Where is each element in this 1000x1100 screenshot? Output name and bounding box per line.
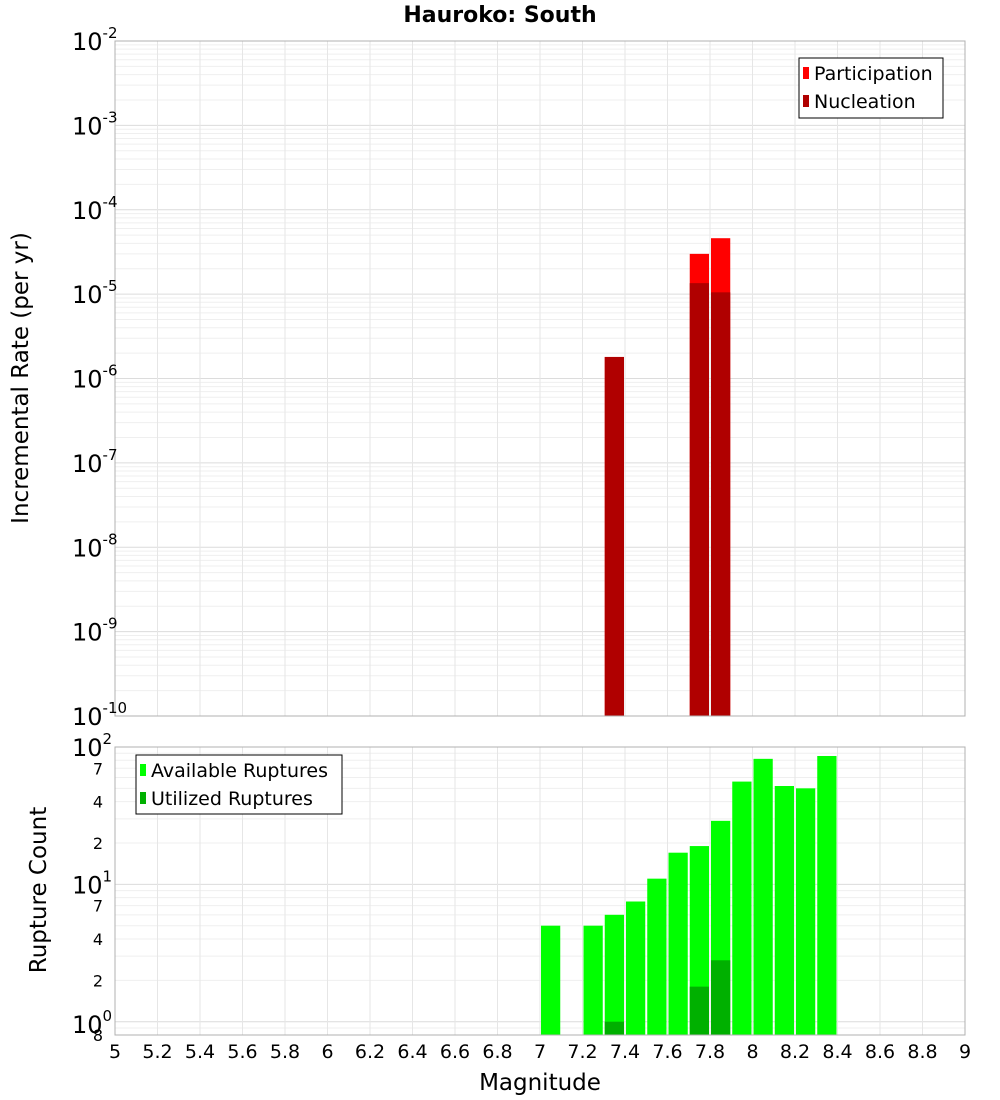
x-tick-label: 6.6 [440,1041,470,1063]
x-tick-label: 6.2 [355,1041,385,1063]
x-axis-label: Magnitude [479,1070,601,1096]
top-plot-frame [114,40,966,717]
available-ruptures-bar [668,852,688,1035]
utilized-ruptures-bar [604,1021,624,1035]
available-ruptures-bar [796,788,816,1035]
nucleation-legend-swatch [803,95,809,107]
nucleation-legend-label: Nucleation [814,91,916,113]
x-tick-label: 7.8 [695,1041,725,1063]
top-y-tick-label: 10-8 [72,530,118,562]
x-tick-label: 5.6 [227,1041,257,1063]
x-tick-label: 8.6 [865,1041,895,1063]
available-ruptures-bar [626,901,646,1035]
x-tick-label: 8 [746,1041,758,1063]
bottom-legend: Available Ruptures Utilized Ruptures [135,754,343,815]
available-ruptures-bar [732,781,752,1035]
top-y-axis-label: Incremental Rate (per yr) [8,232,34,524]
x-tick-label: 7.2 [567,1041,597,1063]
top-y-tick-label: 10-3 [72,108,118,140]
x-tick-label: 8.8 [907,1041,937,1063]
top-y-tick-label: 10-7 [72,446,118,478]
participation-legend-swatch [803,67,809,79]
bottom-y-tick-label: 2 [93,834,103,853]
x-tick-label: 8.2 [780,1041,810,1063]
bottom-y-tick-label: 8 [93,1026,103,1045]
available-ruptures-bar [541,925,561,1035]
bottom-y-tick-label: 2 [93,971,103,990]
top-y-tick-label: 10-4 [72,193,118,225]
bottom-plot-frame [114,746,966,1036]
available-ruptures-bar [647,878,667,1035]
x-tick-label: 5.4 [185,1041,215,1063]
bottom-y-power-label: 101 [72,867,112,899]
top-legend-box [798,57,944,119]
chart-title: Hauroko: South [403,3,596,28]
available-legend-swatch [140,764,146,776]
available-ruptures-bar [753,758,773,1035]
bottom-legend-box [135,754,343,815]
bottom-y-tick-label: 7 [93,897,103,916]
top-y-tick-label: 10-6 [72,362,118,394]
x-tick-label: 7.4 [610,1041,640,1063]
bottom-y-tick-label: 4 [93,930,103,949]
x-tick-label: 7 [534,1041,546,1063]
participation-legend-label: Participation [814,63,933,85]
available-ruptures-bar [604,914,624,1035]
rate-panel: 10-2 10-3 10-4 10-5 10-6 10-7 10-8 10-9 10-10 Par… [72,24,966,731]
nucleation-bar [604,356,624,716]
top-y-tick-label: 10-10 [72,699,127,731]
utilized-ruptures-bar [711,960,731,1035]
x-tick-label: 8.4 [822,1041,852,1063]
bottom-y-tick-label: 7 [93,759,103,778]
x-tick-label: 7.6 [652,1041,682,1063]
x-tick-label: 5.8 [270,1041,300,1063]
top-y-tick-label: 10-2 [72,24,118,56]
nucleation-bar [711,292,731,716]
top-legend: Participation Nucleation [798,57,944,119]
x-tick-label: 6 [321,1041,333,1063]
x-tick-label: 6.8 [482,1041,512,1063]
bottom-y-tick-label: 4 [93,793,103,812]
top-y-tick-label: 10-5 [72,277,118,309]
top-grid [114,41,966,717]
available-ruptures-bar [774,786,794,1035]
top-y-tick-label: 10-9 [72,615,118,647]
nucleation-bar [689,283,709,716]
available-ruptures-bar [583,925,603,1035]
x-tick-label: 9 [959,1041,971,1063]
utilized-legend-label: Utilized Ruptures [151,788,313,810]
bottom-y-power-label: 100 [72,1007,112,1039]
x-tick-label: 6.4 [397,1041,427,1063]
bottom-y-axis-label: Rupture Count [26,807,52,973]
x-tick-label: 5 [109,1041,121,1063]
utilized-ruptures-bar [689,986,709,1035]
x-tick-label: 5.2 [142,1041,172,1063]
available-ruptures-bar [817,755,837,1035]
utilized-legend-swatch [140,792,146,804]
bottom-y-power-label: 102 [72,730,112,762]
available-legend-label: Available Ruptures [151,760,328,782]
